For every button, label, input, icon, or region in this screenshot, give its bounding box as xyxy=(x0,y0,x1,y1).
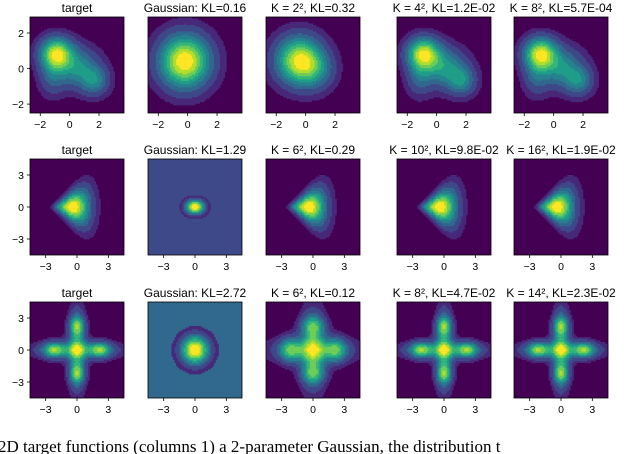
x-tick-label: 2 xyxy=(214,119,220,131)
x-tick-label: 0 xyxy=(67,119,73,131)
density-cell xyxy=(193,103,195,105)
density-cell xyxy=(58,99,60,101)
density-cell xyxy=(203,100,205,102)
x-tick-label: −2 xyxy=(34,119,46,131)
panel-r1-c1: target −2 0 2 −2 0 2 xyxy=(12,1,124,131)
y-tick-label: 0 xyxy=(18,64,24,76)
density-cell xyxy=(107,95,109,97)
panel-title: Gaussian: KL=0.16 xyxy=(144,1,247,15)
density-cell xyxy=(97,100,99,102)
density-cell xyxy=(102,99,104,101)
x-tick-label: 0 xyxy=(185,119,191,131)
panel-r1-c3: K = 2², KL=0.32−2 0 2 xyxy=(266,1,360,131)
density-cell xyxy=(208,97,210,99)
panel-title: target xyxy=(62,1,93,15)
panel-r1-c2: Gaussian: KL=0.16 −2 0 2 xyxy=(144,1,247,131)
density-cell xyxy=(63,97,65,99)
x-tick-label: 2 xyxy=(96,119,102,131)
density-cell xyxy=(198,102,200,104)
y-tick-label: −2 xyxy=(12,99,24,111)
x-tick-label: −2 xyxy=(152,119,164,131)
y-tick-label: 2 xyxy=(18,28,24,40)
